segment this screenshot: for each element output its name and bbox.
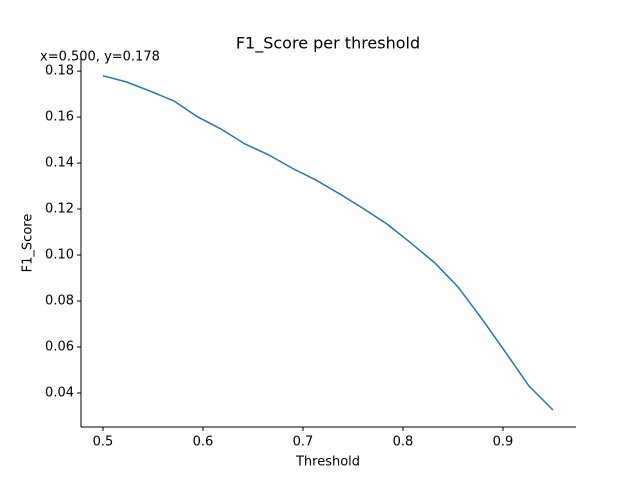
x-tick-label: 0.7 [293,435,314,450]
x-tick-label: 0.9 [493,435,514,450]
y-tick-label: 0.06 [45,339,74,354]
annotation: x=0.500, y=0.178 [40,50,160,65]
y-tick-label: 0.16 [45,110,74,125]
y-axis-label: F1_Score [21,214,36,273]
chart-title: F1_Score per threshold [236,34,420,54]
y-tick-label: 0.08 [45,294,74,309]
y-tick-label: 0.04 [45,385,74,400]
y-tick-label: 0.12 [45,202,74,217]
y-tick-label: 0.10 [45,248,74,263]
x-tick-label: 0.6 [193,435,214,450]
y-tick-label: 0.18 [45,64,74,79]
x-tick-label: 0.8 [393,435,414,450]
x-tick-label: 0.5 [93,435,114,450]
y-tick-label: 0.14 [45,156,74,171]
line [102,74,554,411]
x-axis-label: Threshold [295,455,360,470]
